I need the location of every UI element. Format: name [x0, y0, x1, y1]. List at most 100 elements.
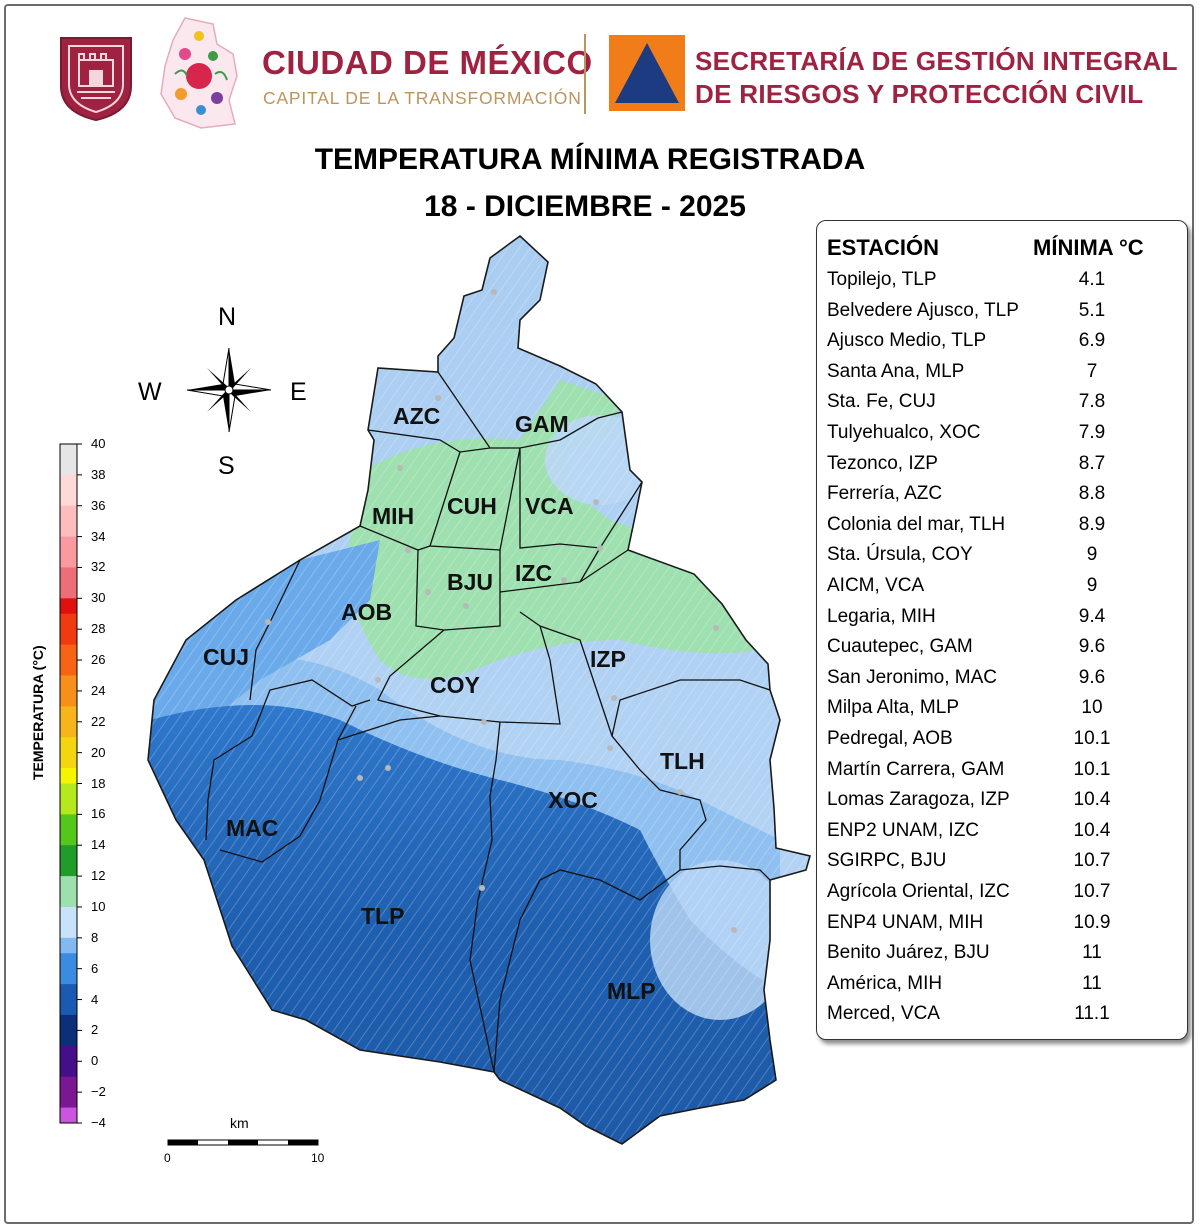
station-name: Tulyehualco, XOC — [827, 422, 981, 443]
colorbar-segment — [60, 490, 77, 507]
colorbar-segment — [60, 582, 77, 599]
colorbar-segment — [60, 752, 77, 769]
station-name: Legaria, MIH — [827, 605, 936, 627]
station-name: SGIRPC, BJU — [827, 850, 947, 872]
station-name: ENP2 UNAM, IZC — [827, 819, 980, 841]
page-frame — [4, 4, 1194, 1224]
station-minimum: 10.9 — [1073, 911, 1111, 933]
table-row: Ferrería, AZC 8.8 — [817, 483, 1187, 513]
colorbar-segment — [60, 1107, 77, 1124]
colorbar-tick-label: 0 — [91, 1053, 99, 1069]
station-name: Sta. Fe, CUJ — [827, 391, 936, 413]
municipality-labels: AZC GAM MIH CUH VCA BJU IZC AOB CUJ IZP … — [203, 403, 705, 1004]
colorbar-tick-label: 36 — [91, 497, 106, 513]
station-minimum: 7.9 — [1078, 422, 1106, 443]
table-row: Martín Carrera, GAM 10.1 — [817, 759, 1187, 789]
station-minimum: 10.7 — [1073, 850, 1111, 872]
station-markers — [265, 289, 737, 933]
colorbar-segment — [60, 984, 77, 1001]
colorbar-segment — [60, 1061, 77, 1078]
table-row: Cuautepec, GAM 9.6 — [817, 636, 1187, 666]
table-row: Milpa Alta, MLP 10 — [817, 697, 1187, 727]
temperature-field — [148, 236, 810, 1144]
compass-s: S — [218, 452, 235, 480]
table-row: AICM, VCA 9 — [817, 575, 1187, 605]
compass-rose-icon — [186, 347, 272, 433]
colorbar-tick-label: 32 — [91, 559, 106, 575]
colorbar-tick-label: 2 — [91, 1022, 99, 1038]
station-name: Sta. Úrsula, COY — [827, 544, 973, 566]
colorbar-segment — [60, 474, 77, 491]
colorbar-tick-label: 12 — [91, 868, 106, 884]
colorbar-segment — [60, 845, 77, 862]
colorbar-segment — [60, 829, 77, 846]
scale-bar — [167, 1139, 319, 1146]
colorbar-segment — [60, 968, 77, 985]
colorbar-tick-label: −4 — [91, 1115, 106, 1130]
colorbar-segment — [60, 629, 77, 646]
colorbar-segment — [60, 1045, 77, 1062]
colorbar-tick-label: 8 — [91, 929, 99, 945]
colorbar-tick-label: −2 — [91, 1084, 106, 1100]
station-minimum: 8.7 — [1078, 452, 1106, 474]
colorbar-segment — [60, 660, 77, 676]
station-name: Santa Ana, MLP — [827, 360, 965, 382]
colorbar-segment — [60, 505, 77, 522]
map-date: 18 - DICIEMBRE - 2025 — [424, 190, 746, 223]
table-row: ENP2 UNAM, IZC 10.4 — [817, 820, 1187, 850]
station-name: Milpa Alta, MLP — [827, 697, 959, 719]
station-name: Merced, VCA — [827, 1003, 940, 1025]
colorbar-tick-label: 40 — [91, 436, 106, 451]
colorbar-tick-label: 28 — [91, 621, 106, 637]
table-row: Legaria, MIH 9.4 — [817, 606, 1187, 636]
colorbar-segment — [60, 613, 77, 630]
table-row: Sta. Fe, CUJ 7.8 — [817, 391, 1187, 421]
station-minimum: 10.4 — [1073, 819, 1111, 841]
map-title: TEMPERATURA MÍNIMA REGISTRADA — [314, 143, 866, 176]
colorbar-segment — [60, 459, 77, 476]
colorbar-segment — [60, 644, 77, 661]
station-minimum: 11 — [1082, 972, 1102, 994]
station-name: Cuautepec, GAM — [827, 636, 973, 658]
mun-label-cuj: CUJ — [203, 644, 249, 670]
colorbar-segment — [60, 783, 77, 800]
station-minimum: 4.1 — [1078, 269, 1106, 290]
station-minimum: 10.7 — [1073, 881, 1111, 902]
colorbar-segment — [60, 922, 77, 939]
colorbar-segment — [60, 999, 77, 1016]
table-row: Merced, VCA 11.1 — [817, 1003, 1187, 1033]
colorbar-segment — [60, 953, 77, 970]
table-row: América, MIH 11 — [817, 973, 1187, 1003]
table-row: Ajusco Medio, TLP 6.9 — [817, 330, 1187, 360]
station-minimum: 9 — [1086, 544, 1098, 566]
mun-label-xoc: XOC — [548, 787, 598, 813]
mun-label-izc: IZC — [515, 560, 552, 586]
colorbar-segment — [60, 536, 77, 553]
colorbar-tick-label: 38 — [91, 466, 106, 482]
station-minimum: 7.8 — [1078, 391, 1106, 413]
colorbar-segment — [60, 567, 77, 584]
header-divider — [584, 34, 586, 114]
station-name: Martín Carrera, GAM — [827, 758, 1005, 780]
proteccion-civil-triangle-icon — [609, 35, 685, 111]
station-name: América, MIH — [827, 972, 943, 994]
mun-label-mih: MIH — [372, 503, 414, 529]
colorbar-segment — [60, 1014, 77, 1031]
mun-label-coy: COY — [430, 672, 480, 698]
station-minimum: 11.1 — [1074, 1003, 1110, 1025]
colorbar-segment — [60, 937, 77, 954]
compass-n: N — [218, 303, 237, 331]
table-row: Colonia del mar, TLH 8.9 — [817, 514, 1187, 544]
mun-label-mac: MAC — [226, 815, 278, 841]
mun-label-cuh: CUH — [447, 493, 497, 519]
colorbar-tick-label: 30 — [91, 590, 106, 606]
station-name: Pedregal, AOB — [827, 728, 953, 749]
secretaria-line1: SECRETARÍA DE GESTIÓN INTEGRAL — [695, 46, 1178, 76]
scale-unit: km — [230, 1115, 249, 1131]
station-name: Ajusco Medio, TLP — [827, 330, 987, 352]
station-minimum: 10 — [1081, 697, 1103, 719]
mun-label-tlh: TLH — [660, 748, 705, 774]
mun-label-tlp: TLP — [361, 903, 404, 929]
colorbar-segment — [60, 906, 77, 923]
